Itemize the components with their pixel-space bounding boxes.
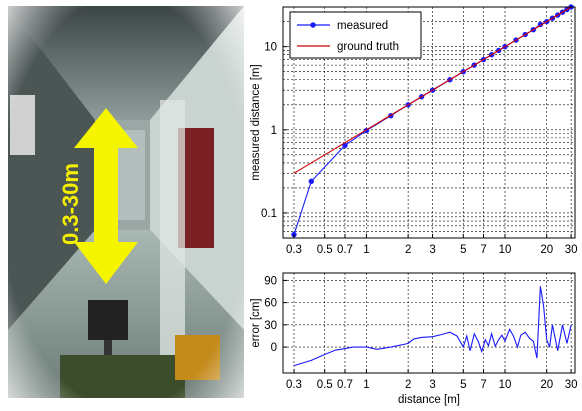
x-tick-label: 7: [480, 244, 486, 256]
x-tick-label: 3: [429, 244, 435, 256]
x-tick-label: 10: [499, 244, 512, 256]
x-tick-label: 0.7: [337, 244, 353, 256]
y-tick-label: 30: [264, 320, 277, 332]
x-tick-label: 0.3: [286, 379, 302, 391]
legend-measured-marker: [310, 22, 315, 27]
x-tick-label: 2: [405, 379, 411, 391]
distance-chart: 0.3 0.5 0.7 1 2 3 5 7 10 20 30 0.1 1 10 measured dist…: [250, 4, 578, 256]
distance-chart-ylabel: measured distance [m]: [250, 64, 262, 180]
x-tick-label: 20: [540, 244, 553, 256]
y-tick-label: 0: [271, 342, 277, 354]
x-tick-label: 0.5: [317, 244, 333, 256]
y-tick-label: 1: [271, 125, 277, 137]
x-tick-label: 30: [565, 244, 578, 256]
error-chart-frame: [283, 273, 575, 373]
legend-measured-label: measured: [337, 20, 388, 32]
x-tick-label: 0.3: [286, 244, 302, 256]
y-tick-label: 0.1: [261, 208, 277, 220]
measured-point: [309, 179, 314, 184]
x-tick-label: 7: [480, 379, 486, 391]
error-chart-grid: [283, 273, 575, 373]
error-chart-ylabel: error [cm]: [250, 298, 262, 347]
chart-legend: measured ground truth: [290, 12, 421, 58]
x-tick-label: 20: [540, 379, 553, 391]
x-tick-label: 1: [363, 379, 369, 391]
error-chart: 0.3 0.5 0.7 1 2 3 5 7 10 20 30 0 30 60 90 error [cm] d…: [250, 273, 578, 406]
error-chart-xlabel: distance [m]: [398, 394, 460, 406]
y-tick-label: 90: [264, 275, 277, 287]
x-tick-label: 10: [499, 379, 512, 391]
x-tick-label: 1: [363, 244, 369, 256]
y-tick-label: 60: [264, 298, 277, 310]
x-tick-label: 3: [429, 379, 435, 391]
x-tick-label: 30: [565, 379, 578, 391]
y-tick-label: 10: [264, 42, 277, 54]
legend-truth-label: ground truth: [337, 41, 399, 53]
x-tick-label: 0.5: [317, 379, 333, 391]
distance-chart-ticks: 0.3 0.5 0.7 1 2 3 5 7 10 20 30 0.1 1 10: [261, 42, 578, 256]
x-tick-label: 0.7: [337, 379, 353, 391]
x-tick-label: 5: [460, 244, 466, 256]
error-chart-ticks: 0.3 0.5 0.7 1 2 3 5 7 10 20 30 0 30 60 90: [264, 275, 577, 391]
x-tick-label: 2: [405, 244, 411, 256]
x-tick-label: 5: [460, 379, 466, 391]
